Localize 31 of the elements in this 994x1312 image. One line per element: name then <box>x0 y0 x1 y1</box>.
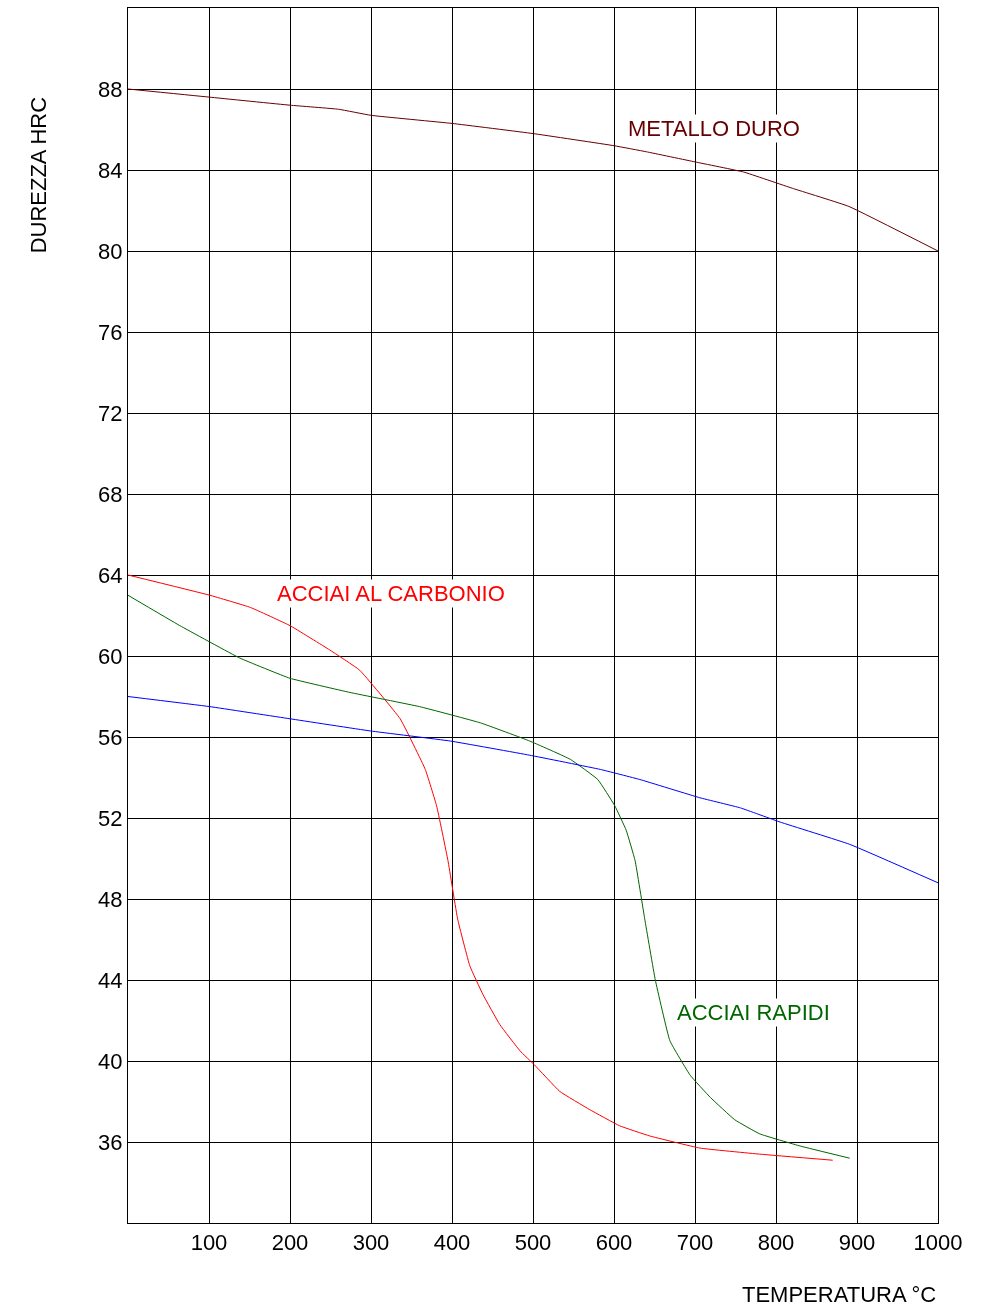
y-tick-label: 88 <box>98 76 123 102</box>
y-tick-label: 80 <box>98 238 123 264</box>
series-label: METALLO DURO <box>628 116 800 141</box>
y-tick-label: 68 <box>98 481 123 507</box>
line-series <box>128 88 938 252</box>
x-tick-label: 900 <box>838 1230 876 1256</box>
x-tick-label: 500 <box>514 1230 552 1256</box>
line-series <box>128 696 938 884</box>
y-tick-label: 52 <box>98 805 123 831</box>
y-tick-label: 76 <box>98 319 123 345</box>
y-tick-label: 64 <box>98 562 123 588</box>
y-axis-title: DUREZZA HRC <box>26 96 52 254</box>
x-tick-label: 1000 <box>913 1230 963 1256</box>
x-tick-label: 100 <box>190 1230 228 1256</box>
x-tick-label: 800 <box>757 1230 795 1256</box>
y-tick-label: 84 <box>98 157 123 183</box>
y-tick-label: 48 <box>98 886 123 912</box>
x-tick-label: 200 <box>271 1230 309 1256</box>
x-tick-label: 300 <box>352 1230 390 1256</box>
x-tick-label: 700 <box>676 1230 714 1256</box>
y-tick-label: 56 <box>98 724 123 750</box>
y-tick-label: 60 <box>98 643 123 669</box>
x-axis-title: TEMPERATURA °C <box>742 1282 937 1307</box>
series-label: ACCIAI RAPIDI <box>677 1000 830 1025</box>
x-tick-label: 400 <box>433 1230 471 1256</box>
y-tick-label: 36 <box>98 1129 123 1155</box>
series-label: ACCIAI AL CARBONIO <box>277 581 505 606</box>
y-tick-label: 40 <box>98 1048 123 1074</box>
x-tick-label: 600 <box>595 1230 633 1256</box>
y-tick-label: 44 <box>98 967 123 993</box>
y-tick-label: 72 <box>98 400 123 426</box>
